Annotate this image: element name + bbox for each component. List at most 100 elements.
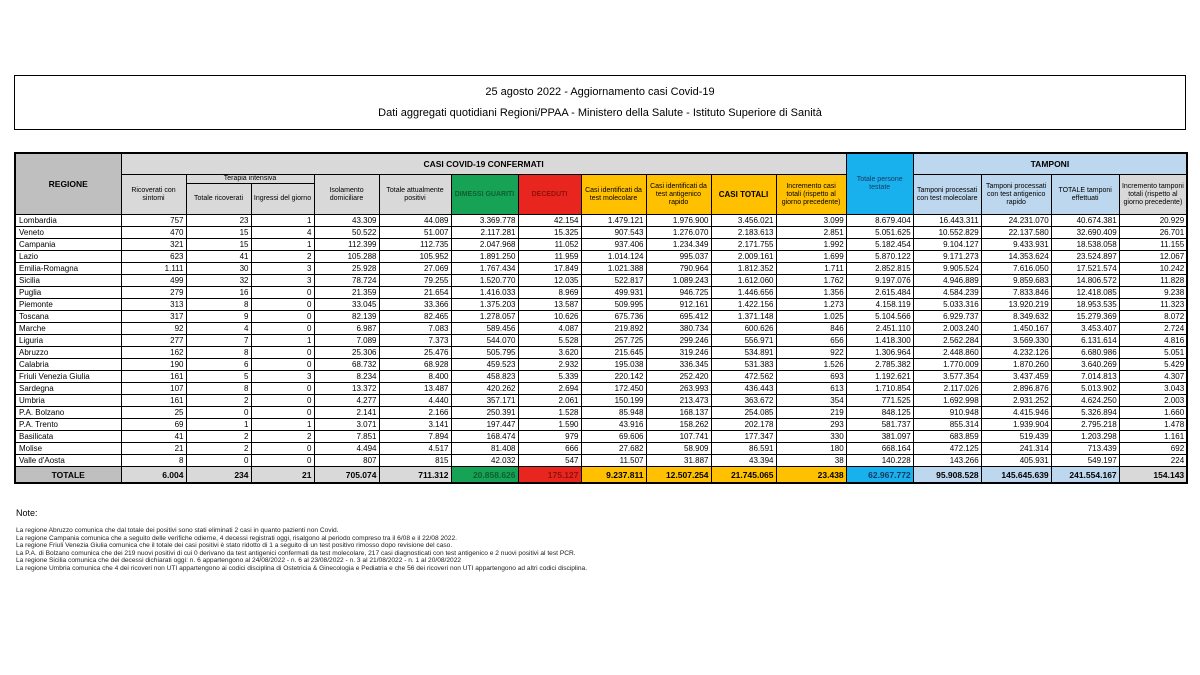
cell-value: 4.307 — [1118, 370, 1188, 383]
cell-value: 16.443.311 — [912, 214, 982, 227]
cell-value: 336.345 — [645, 358, 712, 371]
column-header-deceduti: DECEDUTI — [517, 174, 582, 215]
region-name: P.A. Trento — [14, 418, 122, 431]
column-header-ti-ingressi: Ingressi del giorno — [250, 183, 315, 215]
cell-value: 1.273 — [775, 298, 847, 311]
cell-value: 4.946.889 — [912, 274, 982, 287]
cell-value: 1 — [250, 214, 315, 227]
cell-value: 219.892 — [580, 322, 647, 335]
cell-value: 22.137.580 — [980, 226, 1052, 239]
title-box: 25 agosto 2022 - Aggiornamento casi Covi… — [14, 75, 1186, 130]
column-header-tamponi-molecolare: Tamponi processati con test molecolare — [912, 174, 982, 215]
region-name: Calabria — [14, 358, 122, 371]
cell-value: 5.528 — [517, 334, 582, 347]
cell-value: 544.070 — [450, 334, 519, 347]
column-header-casi-molecolare: Casi identificati da test molecolare — [580, 174, 647, 215]
region-name: Sardegna — [14, 382, 122, 395]
cell-value: 581.737 — [845, 418, 914, 431]
cell-value: 4.415.946 — [980, 406, 1052, 419]
cell-value: 2.003 — [1118, 394, 1188, 407]
cell-value: 1.590 — [517, 418, 582, 431]
cell-value: 790.964 — [645, 262, 712, 275]
note-line: La regione Sicilia comunica che dei dece… — [16, 557, 462, 565]
cell-value: 9.104.127 — [912, 238, 982, 251]
cell-value: 23 — [185, 214, 252, 227]
cell-value: 7.616.050 — [980, 262, 1052, 275]
cell-value: 43.309 — [313, 214, 380, 227]
cell-value: 0 — [250, 286, 315, 299]
cell-value: 14.353.624 — [980, 250, 1052, 263]
cell-value: 41 — [185, 250, 252, 263]
cell-value: 2.615.484 — [845, 286, 914, 299]
region-name: Marche — [14, 322, 122, 335]
cell-value: 0 — [250, 442, 315, 455]
cell-value: 666 — [517, 442, 582, 455]
column-header-dimessi-guariti: DIMESSI GUARITI — [450, 174, 519, 215]
cell-value: 3.577.354 — [912, 370, 982, 383]
cell-value: 6 — [185, 358, 252, 371]
cell-value: 1.710.854 — [845, 382, 914, 395]
cell-value: 9.238 — [1118, 286, 1188, 299]
cell-value: 33.045 — [313, 298, 380, 311]
cell-value: 4.494 — [313, 442, 380, 455]
column-header-persone-testate: Totale persone testate — [845, 152, 914, 215]
cell-value: 12.418.085 — [1050, 286, 1120, 299]
cell-value: 5.870.122 — [845, 250, 914, 263]
totals-value: 9.237.811 — [580, 466, 647, 484]
note-line: La regione Campania comunica che a segui… — [16, 534, 457, 542]
group-header-tamponi: TAMPONI — [912, 152, 1188, 175]
cell-value: 58.909 — [645, 442, 712, 455]
cell-value: 3.071 — [313, 418, 380, 431]
cell-value: 161 — [120, 394, 187, 407]
region-name: Veneto — [14, 226, 122, 239]
cell-value: 2.047.968 — [450, 238, 519, 251]
cell-value: 6.680.986 — [1050, 346, 1120, 359]
cell-value: 279 — [120, 286, 187, 299]
region-name: Molise — [14, 442, 122, 455]
cell-value: 1.976.900 — [645, 214, 712, 227]
cell-value: 13.372 — [313, 382, 380, 395]
cell-value: 150.199 — [580, 394, 647, 407]
notes-list: La regione Abruzzo comunica che dal tota… — [16, 527, 1176, 573]
cell-value: 2.141 — [313, 406, 380, 419]
notes-label: Note: — [16, 508, 38, 518]
cell-value: 2.851 — [775, 226, 847, 239]
cell-value: 92 — [120, 322, 187, 335]
cell-value: 8.969 — [517, 286, 582, 299]
cell-value: 2.117.026 — [912, 382, 982, 395]
region-name: Lazio — [14, 250, 122, 263]
cell-value: 937.406 — [580, 238, 647, 251]
cell-value: 946.725 — [645, 286, 712, 299]
cell-value: 32.690.409 — [1050, 226, 1120, 239]
cell-value: 1.767.434 — [450, 262, 519, 275]
totals-value: 175.127 — [517, 466, 582, 484]
cell-value: 2.785.382 — [845, 358, 914, 371]
cell-value: 3 — [250, 262, 315, 275]
cell-value: 50.522 — [313, 226, 380, 239]
cell-value: 5.326.894 — [1050, 406, 1120, 419]
cell-value: 357.171 — [450, 394, 519, 407]
cell-value: 807 — [313, 454, 380, 467]
cell-value: 1 — [250, 418, 315, 431]
cell-value: 10.626 — [517, 310, 582, 323]
table-row: P.A. Trento 69 1 1 3.071 3.141 197.447 1.590 43.… — [14, 418, 1188, 431]
cell-value: 4.517 — [378, 442, 452, 455]
cell-value: 107 — [120, 382, 187, 395]
cell-value: 319.246 — [645, 346, 712, 359]
cell-value: 2 — [250, 250, 315, 263]
cell-value: 11.155 — [1118, 238, 1188, 251]
cell-value: 2 — [185, 430, 252, 443]
cell-value: 912.161 — [645, 298, 712, 311]
totals-value: 154.143 — [1118, 466, 1188, 484]
cell-value: 2.931.252 — [980, 394, 1052, 407]
totals-value: 711.312 — [378, 466, 452, 484]
cell-value: 82.139 — [313, 310, 380, 323]
column-header-casi-totali: CASI TOTALI — [710, 174, 777, 215]
cell-value: 2.117.281 — [450, 226, 519, 239]
cell-value: 4.087 — [517, 322, 582, 335]
cell-value: 1.422.156 — [710, 298, 777, 311]
cell-value: 4.816 — [1118, 334, 1188, 347]
cell-value: 846 — [775, 322, 847, 335]
totals-value: 12.507.254 — [645, 466, 712, 484]
cell-value: 547 — [517, 454, 582, 467]
